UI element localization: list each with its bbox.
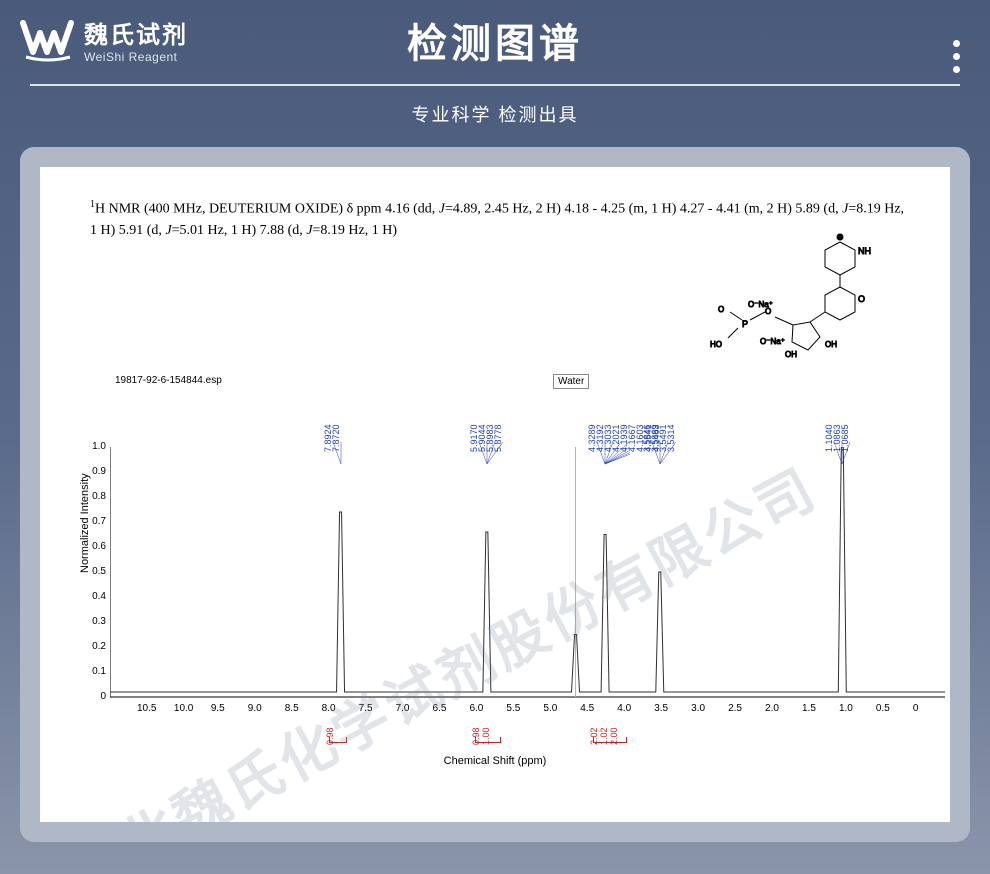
x-tick: 6.5 <box>433 703 447 714</box>
x-tick: 7.5 <box>359 703 373 714</box>
x-tick: 8.5 <box>285 703 299 714</box>
x-tick: 10.0 <box>174 703 193 714</box>
x-tick: 3.5 <box>654 703 668 714</box>
logo-icon <box>20 17 76 63</box>
y-tick: 0.4 <box>86 591 106 602</box>
page-title: 检测图谱 <box>407 11 583 69</box>
x-tick: 2.0 <box>765 703 779 714</box>
spectrum-card: 1H NMR (400 MHz, DEUTERIUM OXIDE) δ ppm … <box>20 147 970 842</box>
y-tick: 0.2 <box>86 641 106 652</box>
y-tick: 0.1 <box>86 666 106 677</box>
y-tick: 0.6 <box>86 541 106 552</box>
x-tick: 1.5 <box>802 703 816 714</box>
integral-bracket <box>329 737 347 743</box>
y-tick: 0.9 <box>86 466 106 477</box>
logo-en: WeiShi Reagent <box>84 50 188 64</box>
x-tick: 8.0 <box>322 703 336 714</box>
x-tick: 0.5 <box>876 703 890 714</box>
y-tick: 1.0 <box>86 441 106 452</box>
x-tick: 5.5 <box>506 703 520 714</box>
x-tick: 6.0 <box>469 703 483 714</box>
x-tick: 4.0 <box>617 703 631 714</box>
logo-text: 魏氏试剂 WeiShi Reagent <box>84 15 188 64</box>
water-label: Water <box>553 374 589 389</box>
svg-text:O⁻Na⁺: O⁻Na⁺ <box>748 300 773 309</box>
svg-text:O: O <box>858 294 865 304</box>
logo-area: 魏氏试剂 WeiShi Reagent <box>20 15 188 64</box>
svg-text:OH: OH <box>825 340 837 349</box>
x-axis-label: Chemical Shift (ppm) <box>444 755 547 767</box>
svg-text:NH: NH <box>858 246 871 256</box>
spectrum-panel: 1H NMR (400 MHz, DEUTERIUM OXIDE) δ ppm … <box>40 167 950 822</box>
svg-text:OH: OH <box>785 350 797 359</box>
molecule-structure: NH O OH OH O P O HO O⁻Na⁺ <box>690 232 890 372</box>
y-tick: 0.5 <box>86 566 106 577</box>
x-tick: 2.5 <box>728 703 742 714</box>
integral-bracket <box>475 737 501 743</box>
x-tick: 3.0 <box>691 703 705 714</box>
x-tick: 9.0 <box>248 703 262 714</box>
esp-filename: 19817-92-6-154844.esp <box>115 375 222 386</box>
header-divider <box>30 84 960 86</box>
x-tick: 0 <box>913 703 919 714</box>
x-tick: 4.5 <box>580 703 594 714</box>
header: 魏氏试剂 WeiShi Reagent 检测图谱 <box>0 0 990 64</box>
x-tick: 10.5 <box>137 703 156 714</box>
svg-text:O⁻Na⁺: O⁻Na⁺ <box>760 337 785 346</box>
y-tick: 0 <box>86 691 106 702</box>
x-tick: 1.0 <box>839 703 853 714</box>
y-tick: 0.8 <box>86 491 106 502</box>
svg-text:HO: HO <box>710 340 722 349</box>
menu-icon[interactable] <box>953 40 960 73</box>
x-tick: 7.0 <box>396 703 410 714</box>
svg-text:P: P <box>742 319 748 329</box>
x-tick: 9.5 <box>211 703 225 714</box>
logo-cn: 魏氏试剂 <box>84 15 188 50</box>
nmr-plot <box>110 447 950 717</box>
integral-bracket <box>593 737 627 743</box>
subtitle: 专业科学 检测出具 <box>0 101 990 127</box>
svg-text:O: O <box>718 305 724 314</box>
y-tick: 0.3 <box>86 616 106 627</box>
y-tick: 0.7 <box>86 516 106 527</box>
x-tick: 5.0 <box>543 703 557 714</box>
